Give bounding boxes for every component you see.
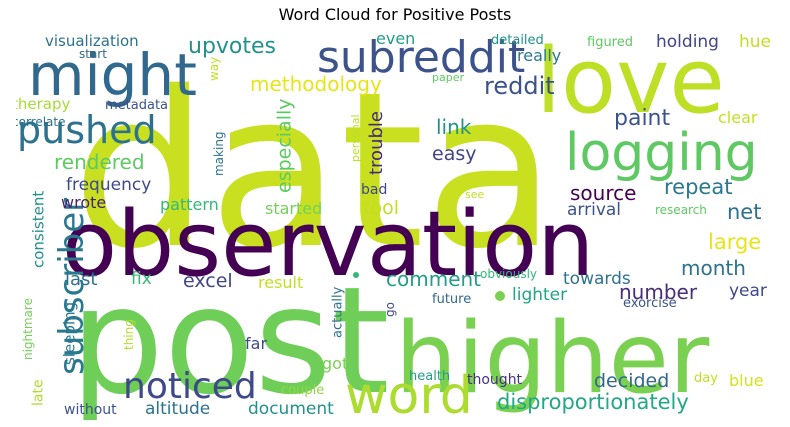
word-logging: logging bbox=[565, 123, 758, 183]
word-number: number bbox=[619, 280, 698, 304]
word-started: started bbox=[265, 199, 322, 218]
word-observation: observation bbox=[62, 192, 594, 297]
word-towards: towards bbox=[563, 269, 631, 289]
word-bad: bad bbox=[361, 182, 387, 198]
word-really: really bbox=[517, 46, 561, 65]
word-easy: easy bbox=[432, 143, 476, 165]
word-sleeping: sleeping bbox=[60, 302, 78, 365]
word-thing: thing bbox=[122, 319, 136, 350]
word-future: future bbox=[432, 292, 471, 307]
word-love: love bbox=[536, 30, 725, 134]
word-disproportionately: disproportionately bbox=[497, 390, 689, 414]
word-might: might bbox=[28, 41, 197, 109]
word-trouble: trouble bbox=[366, 111, 387, 175]
word-way: way bbox=[207, 57, 221, 81]
word-document: document bbox=[248, 399, 334, 419]
word-detailed: detailed bbox=[491, 33, 544, 48]
word-post: post bbox=[70, 255, 390, 420]
word-data: data bbox=[72, 45, 556, 296]
word-exorcise: exorcise bbox=[623, 296, 677, 311]
word-paper: paper bbox=[432, 71, 464, 84]
word-month: month bbox=[681, 256, 746, 280]
word-obviously: obviously bbox=[480, 267, 537, 281]
word-result: result bbox=[258, 273, 303, 292]
word-subscriber: subscriber bbox=[52, 198, 92, 375]
word-lighter: lighter bbox=[512, 285, 567, 305]
word-personal: personal bbox=[349, 114, 362, 162]
word-even: even bbox=[376, 30, 415, 48]
word-altitude: altitude bbox=[145, 399, 210, 419]
word-start: start bbox=[79, 47, 107, 61]
word-last: last bbox=[65, 269, 97, 290]
word-making: making bbox=[212, 131, 226, 176]
word-day: day bbox=[694, 371, 718, 386]
word-see: see bbox=[465, 188, 484, 201]
word-decided: decided bbox=[594, 370, 669, 392]
word-pattern: pattern bbox=[160, 195, 219, 214]
word-excel: excel bbox=[183, 270, 233, 292]
word-therapy: therapy bbox=[16, 95, 70, 113]
word-thought: thought bbox=[467, 372, 523, 388]
word-especially: especially bbox=[274, 98, 296, 193]
word-hue: hue bbox=[739, 32, 771, 52]
word-repeat: repeat bbox=[664, 175, 732, 199]
word-couple: couple bbox=[281, 383, 324, 398]
word-word: word bbox=[345, 366, 473, 420]
word-health: health bbox=[409, 369, 450, 384]
word-fix: fix bbox=[131, 269, 152, 289]
word-wrote: wrote bbox=[61, 193, 106, 212]
word-rendered: rendered bbox=[54, 150, 145, 174]
cloud-dot-0 bbox=[495, 291, 505, 301]
word-upvotes: upvotes bbox=[188, 34, 276, 59]
word-late: late bbox=[30, 379, 46, 406]
word-consistent: consistent bbox=[29, 191, 47, 268]
word-visualization: visualization bbox=[45, 32, 139, 50]
word-correlate: correlate bbox=[16, 115, 66, 129]
word-far: far bbox=[245, 334, 267, 353]
word-comment: comment bbox=[386, 267, 481, 291]
word-large: large bbox=[708, 230, 761, 254]
word-higher: higher bbox=[395, 302, 710, 416]
word-figured: figured bbox=[587, 35, 633, 50]
cloud-dot-1 bbox=[353, 272, 359, 278]
word-nightmare: nightmare bbox=[21, 298, 35, 360]
word-metadata: metadata bbox=[105, 98, 168, 113]
word-net: net bbox=[727, 200, 761, 224]
word-methodology: methodology bbox=[250, 72, 382, 96]
word-reddit: reddit bbox=[484, 72, 555, 100]
word-noticed: noticed bbox=[123, 366, 257, 407]
word-research: research bbox=[655, 203, 707, 217]
word-actually: actually bbox=[331, 286, 346, 338]
word-subreddit: subreddit bbox=[317, 32, 525, 83]
chart-title: Word Cloud for Positive Posts bbox=[278, 5, 512, 24]
word-blue: blue bbox=[729, 371, 764, 390]
word-link: link bbox=[436, 115, 472, 139]
word-frequency: frequency bbox=[66, 175, 151, 195]
word-go: go bbox=[383, 302, 397, 317]
word-arrival: arrival bbox=[567, 200, 621, 220]
word-clear: clear bbox=[718, 108, 758, 127]
word-pushed: pushed bbox=[17, 108, 157, 152]
word-holding: holding bbox=[656, 32, 719, 52]
word-got: got bbox=[322, 354, 348, 373]
word-tool: tool bbox=[363, 197, 399, 219]
word-without: without bbox=[64, 402, 117, 418]
word-year: year bbox=[729, 281, 767, 301]
word-source: source bbox=[570, 181, 636, 205]
word-paint: paint bbox=[614, 106, 671, 131]
